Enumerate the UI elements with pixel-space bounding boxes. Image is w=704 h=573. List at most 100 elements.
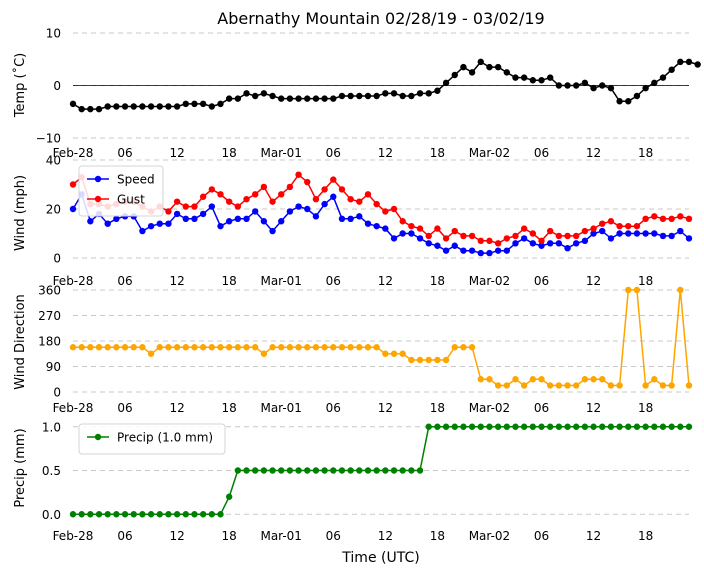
y-tick-label: 0	[53, 79, 61, 93]
data-point	[616, 423, 623, 430]
x-tick-label: Mar-02	[469, 274, 510, 288]
data-point	[520, 74, 528, 81]
data-point	[408, 356, 415, 364]
data-point	[538, 237, 545, 245]
data-point	[477, 58, 484, 66]
data-point	[685, 235, 693, 242]
data-point	[260, 90, 268, 97]
data-point	[338, 186, 346, 193]
data-point	[234, 95, 242, 102]
data-point	[217, 511, 224, 518]
x-tick-label: 06	[117, 529, 132, 543]
data-point	[278, 191, 285, 198]
data-point	[104, 344, 111, 351]
data-point	[87, 218, 94, 225]
data-point	[503, 69, 511, 76]
y-tick-label: 20	[46, 203, 61, 217]
data-point	[225, 218, 233, 225]
data-point	[130, 103, 137, 110]
data-point	[599, 227, 606, 235]
data-point	[182, 215, 189, 222]
panel-wind: 0 20 40 Wind (mph) Feb-28 06 12 18 Mar-01 06 12 18 M…	[13, 154, 693, 288]
data-point	[269, 467, 276, 474]
data-point	[390, 350, 398, 357]
data-point	[520, 225, 528, 232]
data-point	[95, 105, 103, 113]
data-point	[573, 240, 580, 247]
data-point	[356, 344, 363, 351]
data-point	[304, 178, 311, 186]
data-point	[442, 79, 450, 87]
data-point	[382, 350, 389, 357]
x-tick-label: 06	[326, 529, 341, 543]
x-tick-label: 06	[534, 529, 549, 543]
data-point	[416, 90, 424, 97]
data-point	[538, 376, 545, 383]
data-point	[304, 344, 311, 351]
data-point	[113, 344, 120, 351]
x-tick-label: 18	[222, 529, 237, 543]
y-tick-label: 180	[38, 335, 61, 349]
data-point	[520, 235, 528, 242]
data-point	[607, 382, 615, 389]
data-point	[347, 467, 354, 474]
x-tick-label: 12	[378, 274, 393, 288]
data-point	[573, 382, 580, 389]
data-point	[685, 423, 693, 430]
data-point	[382, 225, 389, 232]
data-point	[269, 227, 276, 235]
data-point	[590, 423, 597, 430]
x-tick-label: 18	[638, 146, 653, 160]
data-point	[477, 423, 484, 430]
data-point	[555, 382, 563, 389]
y-axis-label: Wind Direction	[13, 294, 28, 390]
data-point	[564, 382, 571, 389]
data-point	[382, 467, 389, 474]
data-point	[312, 344, 320, 351]
data-point	[234, 203, 242, 210]
data-point	[173, 103, 181, 110]
x-tick-label: 18	[638, 274, 653, 288]
data-point	[286, 467, 294, 474]
data-point	[312, 467, 320, 474]
data-point	[191, 100, 198, 108]
x-tick-label: 06	[117, 274, 132, 288]
data-point	[659, 382, 667, 389]
data-point	[113, 215, 120, 222]
data-point	[217, 344, 224, 351]
data-point	[399, 230, 406, 237]
x-tick-label: 12	[169, 529, 184, 543]
data-point	[130, 344, 137, 351]
data-point	[659, 215, 667, 222]
legend-marker	[94, 175, 102, 183]
data-point	[330, 95, 337, 102]
data-point	[546, 240, 554, 247]
data-point	[104, 103, 111, 110]
data-point	[295, 467, 302, 474]
data-point	[373, 344, 380, 351]
y-tick-label: 270	[38, 309, 61, 323]
data-point	[425, 240, 432, 247]
data-point	[642, 230, 649, 237]
data-point	[208, 203, 216, 210]
data-point	[165, 208, 172, 215]
x-tick-label: 12	[378, 146, 393, 160]
panel-precip: 0.0 0.5 1.0 Precip (mm) Feb-28 06 12 18 Mar-01 06…	[13, 420, 693, 543]
x-tick-label: Mar-02	[469, 146, 510, 160]
data-point	[399, 350, 406, 357]
data-point	[460, 232, 467, 240]
legend-marker	[94, 195, 102, 203]
data-point	[408, 222, 415, 230]
data-point	[382, 90, 389, 97]
data-point	[616, 382, 623, 389]
data-point	[468, 69, 476, 76]
data-point	[425, 356, 432, 364]
data-point	[512, 240, 519, 247]
data-point	[555, 232, 563, 240]
data-point	[121, 103, 129, 110]
x-tick-label: Feb-28	[53, 529, 94, 543]
data-point	[295, 203, 302, 210]
data-point	[573, 423, 580, 430]
data-point	[546, 74, 554, 81]
data-point	[434, 225, 441, 232]
